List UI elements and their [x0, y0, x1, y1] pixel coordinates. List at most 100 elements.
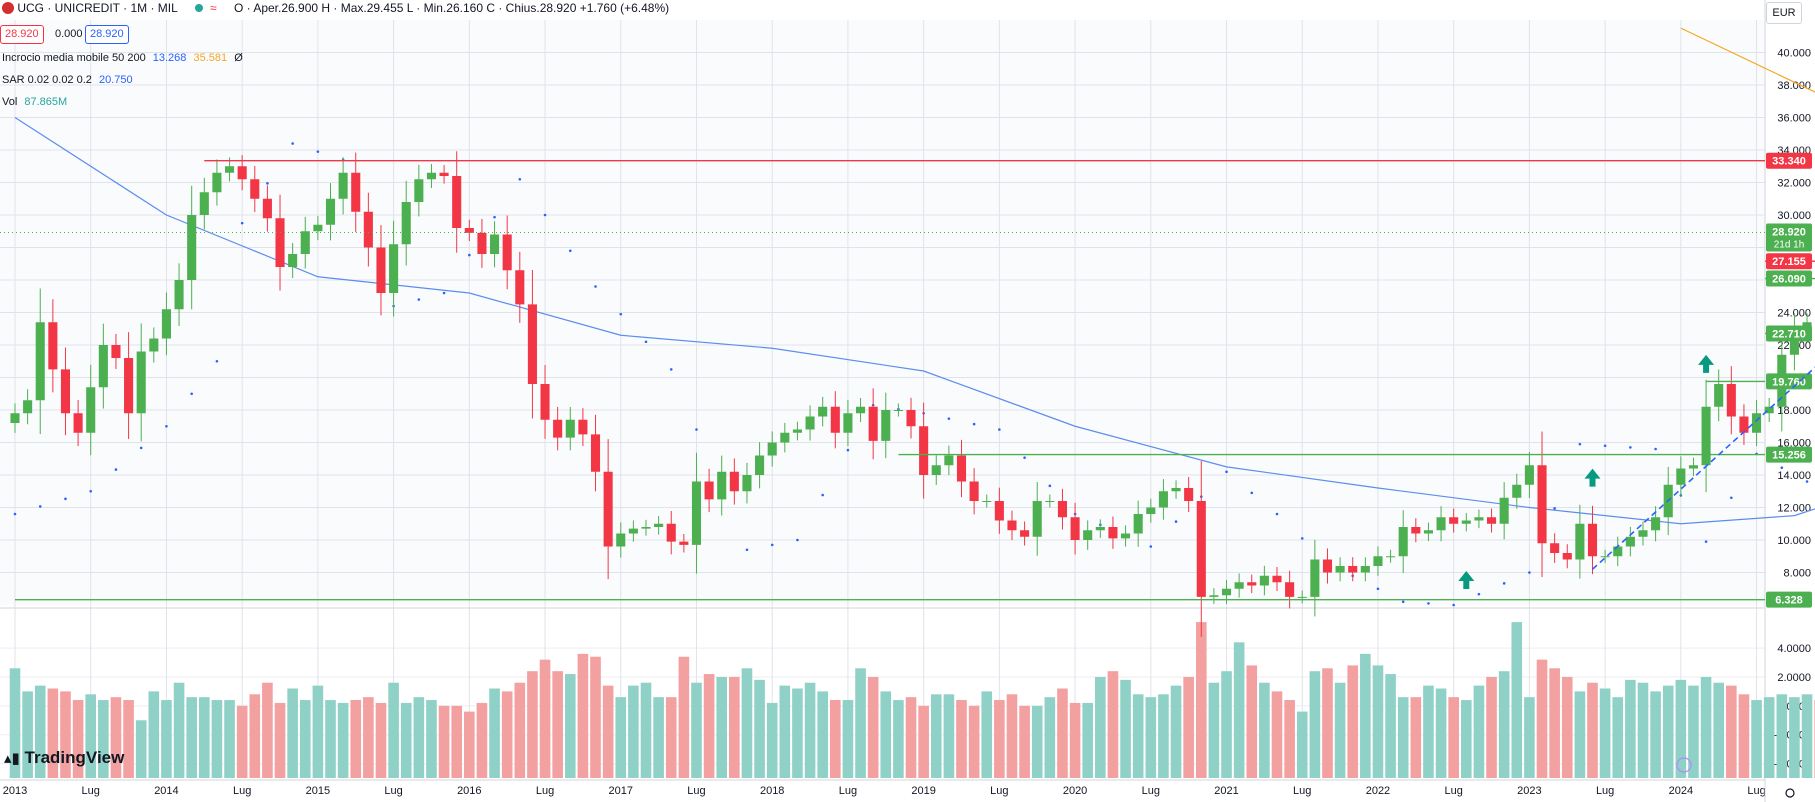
sar-dot	[1174, 520, 1178, 523]
candle-body	[1335, 566, 1345, 573]
volume-indicator-legend[interactable]: Vol 87.865M	[2, 96, 67, 108]
candle-body	[1461, 520, 1471, 524]
candle-body	[666, 523, 676, 542]
price-tick-label: 14.000	[1777, 470, 1811, 482]
volume-bar	[135, 720, 147, 778]
candle-body	[1108, 527, 1118, 539]
sar-dot	[417, 298, 421, 301]
volume-bar	[1145, 697, 1157, 778]
sar-dot	[1477, 592, 1481, 596]
x-tick-label: Lug	[1747, 785, 1765, 797]
volume-bar	[1650, 691, 1661, 778]
candle-body	[10, 413, 20, 423]
candle	[1550, 533, 1560, 563]
candle-body	[1739, 416, 1749, 433]
candle	[187, 185, 197, 310]
volume-bar	[312, 685, 324, 778]
candle-body	[262, 198, 272, 219]
sar-dot	[442, 291, 446, 295]
candle	[1234, 573, 1244, 598]
candle	[792, 421, 802, 441]
volume-bar	[34, 685, 46, 778]
volume-value: 87.865M	[24, 96, 68, 108]
candle	[919, 402, 929, 499]
candle	[704, 468, 714, 513]
volume-bar	[287, 688, 298, 778]
volume-bar	[564, 674, 576, 778]
ohlc-values: O · Aper.26.900 H · Max.29.455 L · Min.2…	[233, 1, 670, 15]
ma-indicator-legend[interactable]: Incrocio media mobile 50 200 13.268 35.5…	[2, 52, 243, 64]
candle-body	[1196, 501, 1206, 597]
candle-body	[86, 387, 96, 433]
candle-body	[1575, 523, 1585, 560]
volume-bar	[1637, 682, 1649, 778]
sell-button[interactable]: 28.920	[0, 25, 44, 44]
volume-bar	[1031, 705, 1043, 778]
volume-bar	[1789, 697, 1800, 778]
candle	[641, 519, 651, 536]
candle	[868, 388, 878, 460]
candle-body	[1184, 488, 1194, 501]
candle	[1020, 521, 1030, 546]
x-tick-label: Lug	[536, 785, 554, 797]
x-tick-label: 2022	[1366, 785, 1390, 797]
tradingview-logo[interactable]: ▴▮ TradingView	[4, 748, 124, 768]
candle	[199, 177, 209, 230]
volume-bar	[1448, 697, 1459, 778]
volume-bar	[994, 700, 1005, 778]
candle	[1524, 451, 1534, 499]
sar-dot	[1805, 480, 1809, 483]
candle-body	[224, 166, 235, 173]
x-tick-label: Lug	[839, 785, 857, 797]
candle	[1171, 480, 1181, 499]
volume-tick-label: 4.0000	[1777, 643, 1811, 655]
candle	[1461, 512, 1471, 532]
candle-body	[780, 432, 790, 443]
x-tick-label: 2016	[457, 785, 481, 797]
candle-body	[502, 234, 512, 271]
candle-body	[1701, 406, 1711, 466]
volume-bar	[1284, 700, 1295, 778]
buy-button[interactable]: 28.920	[85, 25, 129, 44]
candle-countdown-label: 21d 1h	[1774, 240, 1805, 251]
candle	[1285, 570, 1295, 609]
volume-bar	[716, 676, 728, 778]
price-tick-label: 40.000	[1777, 48, 1811, 60]
approx-icon: ≈	[210, 1, 217, 15]
symbol-title[interactable]: UCG · UNICREDIT · 1M · MIL	[17, 1, 178, 15]
sar-dot	[1654, 447, 1657, 451]
volume-bar	[262, 682, 273, 778]
volume-bar	[186, 697, 197, 778]
volume-bar	[817, 691, 828, 778]
ma-extra-value: Ø	[234, 52, 243, 64]
volume-bar	[1006, 694, 1018, 778]
tv-logo-icon: ▴▮	[4, 750, 20, 767]
candle-body	[1524, 465, 1534, 485]
candle	[73, 399, 83, 447]
candle	[1638, 521, 1648, 546]
sar-dot	[846, 448, 850, 452]
candle	[590, 414, 601, 492]
candle	[1398, 510, 1408, 573]
sar-indicator-legend[interactable]: SAR 0.02 0.02 0.2 20.750	[2, 74, 133, 86]
candle-body	[1688, 465, 1699, 469]
volume-bar	[1460, 700, 1472, 778]
currency-selector[interactable]: EUR	[1766, 2, 1802, 24]
volume-bar	[1675, 679, 1687, 778]
volume-bar	[1524, 697, 1535, 778]
candle	[111, 333, 121, 370]
volume-bar	[1057, 688, 1068, 778]
x-tick-label: Lug	[233, 785, 251, 797]
candle	[414, 164, 424, 217]
candle	[1083, 520, 1093, 550]
candle	[351, 152, 361, 232]
price-tick-label: 12.000	[1777, 503, 1811, 515]
candle-body	[111, 345, 121, 358]
candle	[174, 263, 184, 326]
volume-bar	[691, 682, 702, 778]
candle-body	[906, 410, 916, 427]
x-tick-label: 2014	[154, 785, 178, 797]
volume-bar	[110, 697, 122, 778]
